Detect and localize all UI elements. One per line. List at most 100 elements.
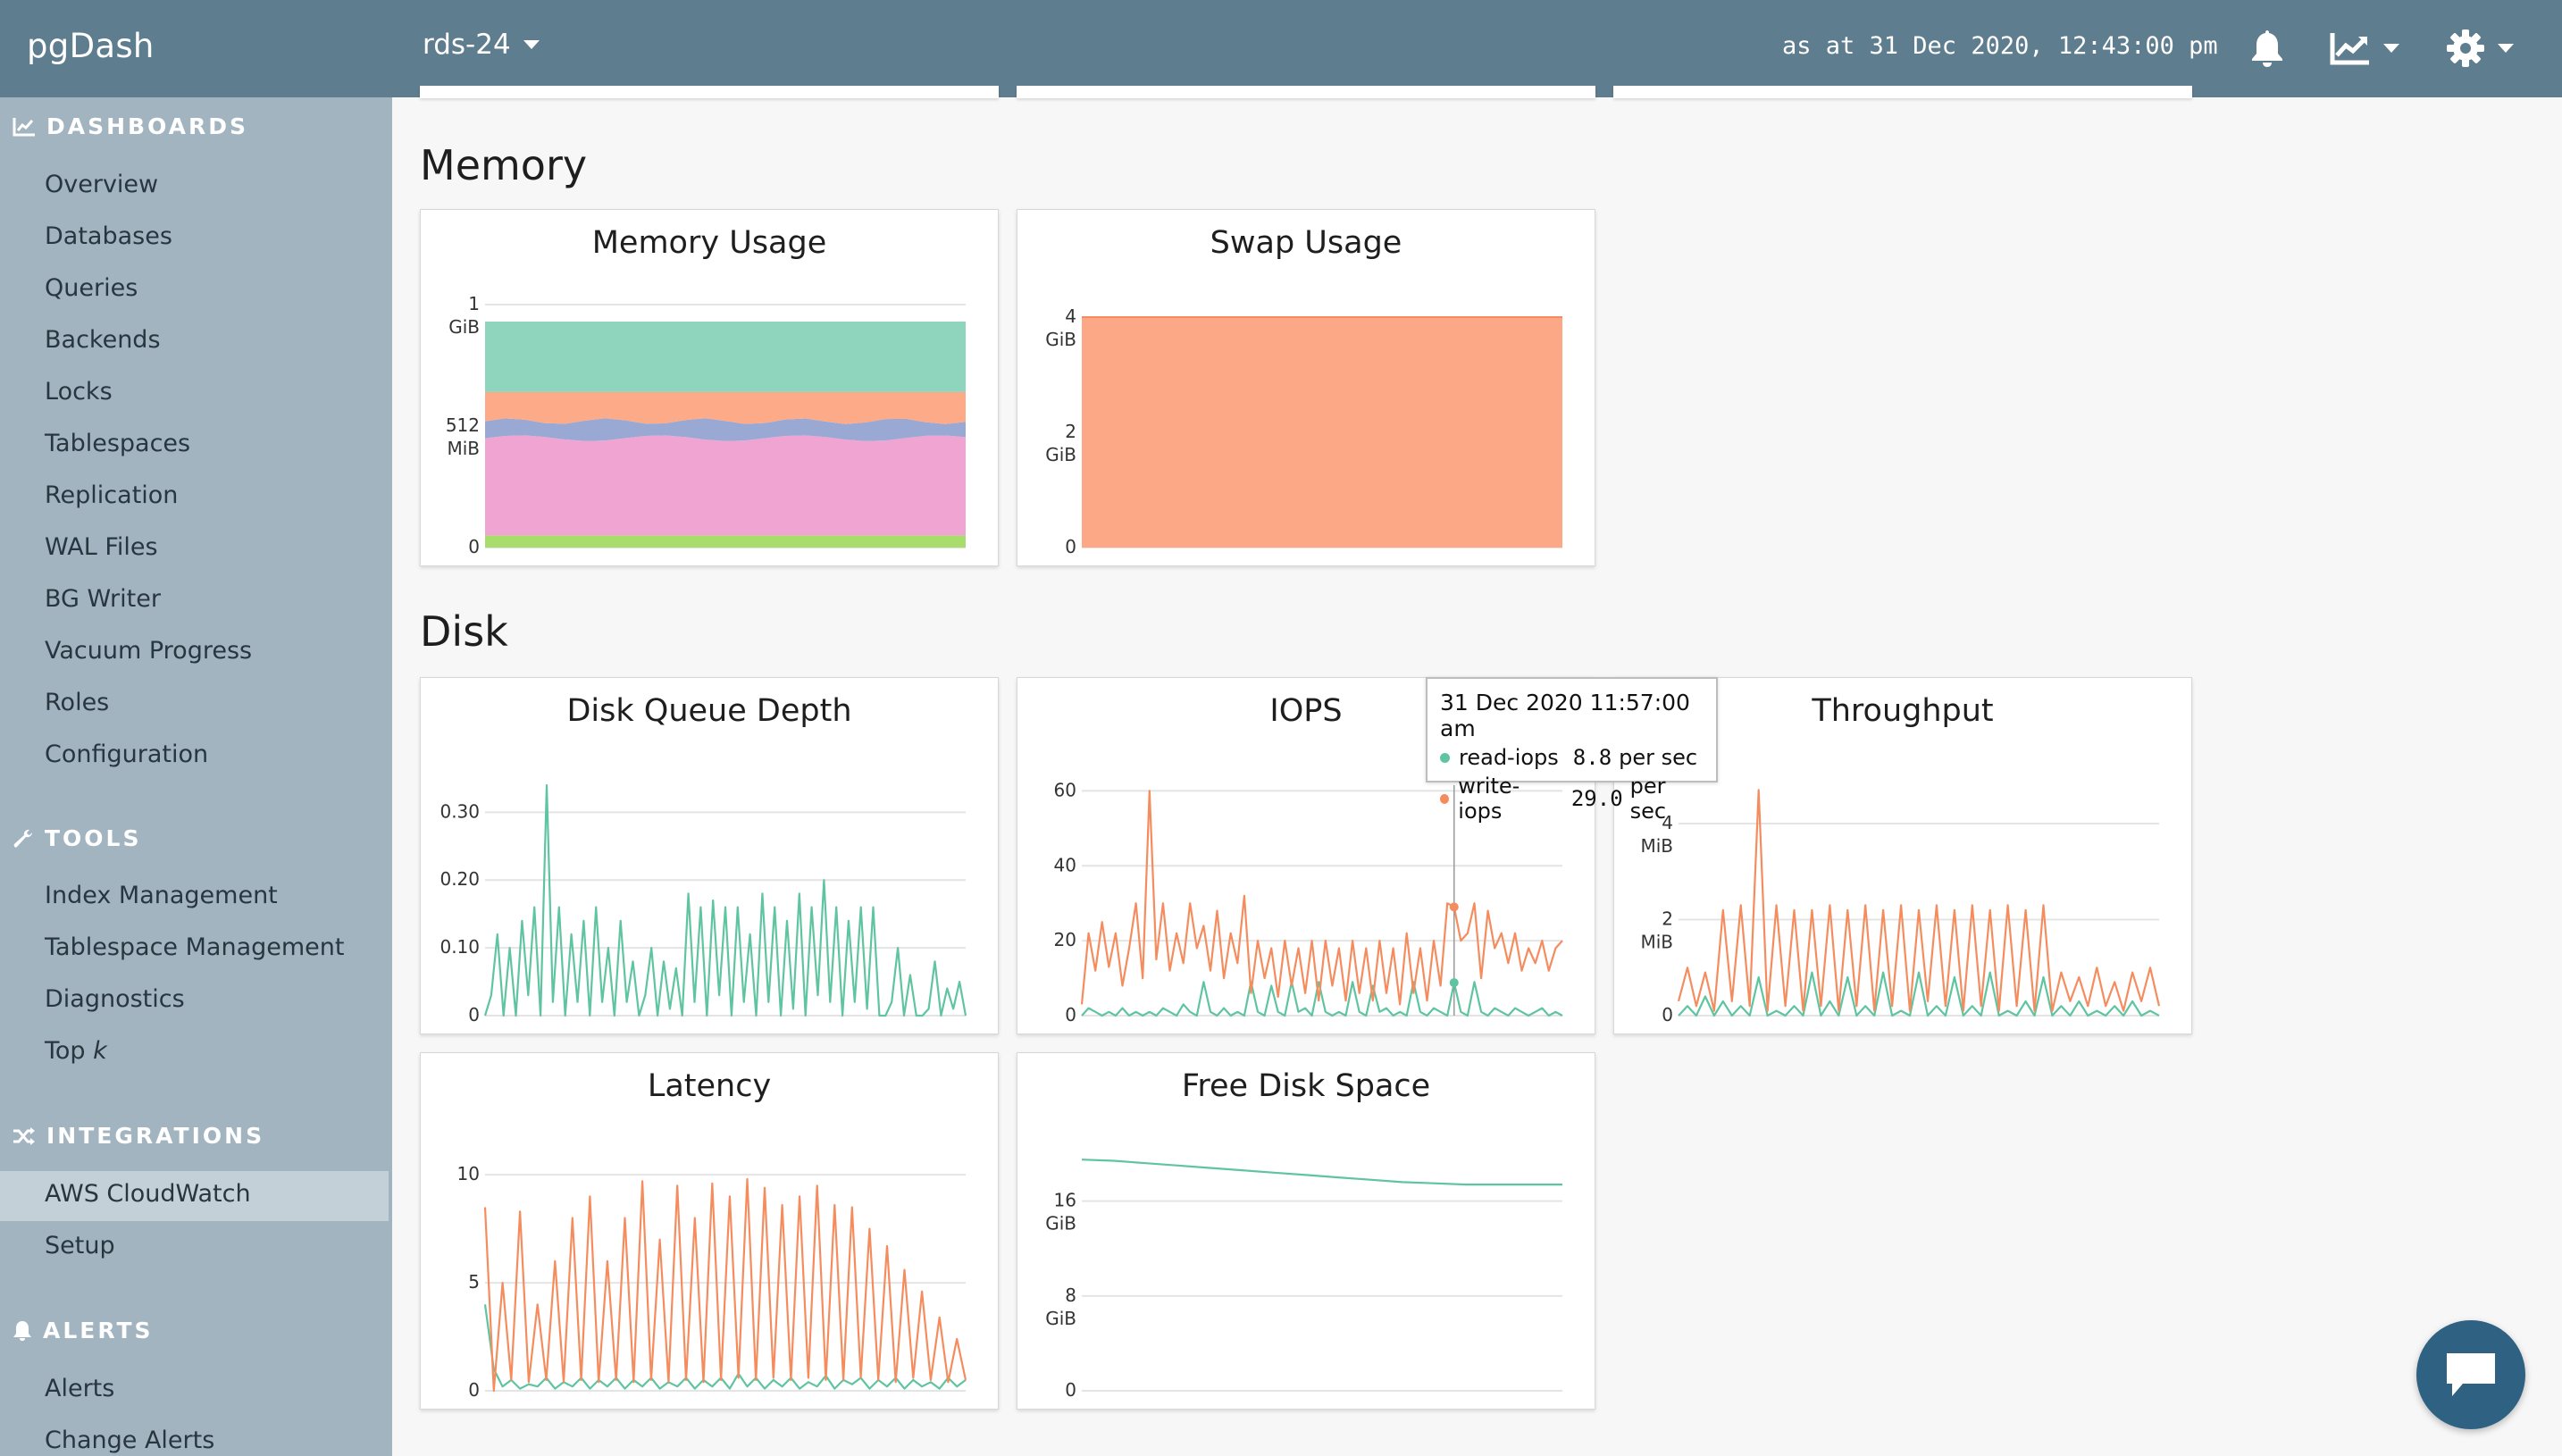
sidebar-heading-integrations: INTEGRATIONS bbox=[13, 1123, 264, 1149]
iops-chart[interactable]: 60 40 20 0 bbox=[1017, 678, 1596, 1035]
sidebar-item-roles[interactable]: Roles bbox=[45, 689, 110, 716]
series-line-write-iops bbox=[1080, 790, 1563, 1006]
iops-tooltip: 31 Dec 2020 11:57:00 am read-iops 8.8 pe… bbox=[1426, 677, 1718, 824]
area-mem-orange bbox=[485, 391, 966, 424]
tooltip-label: write-iops bbox=[1458, 774, 1520, 824]
chevron-down-icon bbox=[2383, 44, 2399, 53]
series-line-read bbox=[1678, 971, 2160, 1017]
sidebar-item-top-k[interactable]: Top k bbox=[45, 1037, 107, 1065]
sidebar-item-vacuum-progress[interactable]: Vacuum Progress bbox=[45, 637, 253, 665]
section-title-disk: Disk bbox=[420, 607, 508, 656]
y-tick-label: 4 bbox=[1065, 305, 1076, 327]
chart-card-latency: Latency 10 5 0 bbox=[420, 1052, 999, 1410]
card-partial bbox=[1613, 86, 2192, 98]
sidebar-item-tablespace-management[interactable]: Tablespace Management bbox=[45, 933, 345, 961]
series-line-write bbox=[483, 1177, 967, 1393]
tooltip-unit: per sec bbox=[1629, 774, 1667, 824]
sidebar-item-queries[interactable]: Queries bbox=[45, 274, 138, 302]
sidebar-item-backends[interactable]: Backends bbox=[45, 326, 161, 354]
tooltip-row-read: read-iops 8.8 per sec bbox=[1440, 745, 1704, 770]
y-tick-unit: GiB bbox=[448, 316, 480, 338]
series-line-write bbox=[1677, 789, 2161, 1012]
wrench-icon bbox=[13, 829, 32, 848]
sidebar-item-databases[interactable]: Databases bbox=[45, 222, 172, 250]
y-tick-label: 40 bbox=[1054, 854, 1076, 875]
chart-title: Latency bbox=[647, 1068, 772, 1104]
y-tick-label: 512 bbox=[446, 414, 480, 436]
as-at-timestamp: as at 31 Dec 2020, 12:43:00 pm bbox=[1782, 32, 2218, 60]
sidebar-item-aws-cloudwatch[interactable]: AWS CloudWatch bbox=[45, 1180, 251, 1208]
bell-icon bbox=[2252, 30, 2282, 67]
sidebar-item-alerts[interactable]: Alerts bbox=[45, 1375, 115, 1402]
y-tick-label: 2 bbox=[1065, 421, 1076, 442]
server-selector[interactable]: rds-24 bbox=[423, 29, 540, 61]
y-tick-label: 0 bbox=[1065, 536, 1076, 557]
sidebar-item-change-alerts[interactable]: Change Alerts bbox=[45, 1427, 215, 1454]
sidebar-item-bg-writer[interactable]: BG Writer bbox=[45, 585, 161, 613]
y-tick-label: 5 bbox=[468, 1271, 480, 1293]
chart-title: Throughput bbox=[1812, 693, 1994, 729]
y-tick-label: 20 bbox=[1054, 929, 1076, 950]
tooltip-value: 8.8 bbox=[1572, 745, 1612, 770]
y-tick-label: 0.30 bbox=[440, 800, 480, 822]
chart-title: Swap Usage bbox=[1210, 225, 1402, 261]
sidebar-item-locks[interactable]: Locks bbox=[45, 378, 113, 406]
y-tick-label: 0.10 bbox=[440, 936, 480, 958]
y-tick-unit: GiB bbox=[1045, 329, 1076, 350]
y-tick-label: 4 bbox=[1662, 812, 1673, 833]
chart-title: Disk Queue Depth bbox=[566, 693, 852, 729]
legend-dot bbox=[1440, 793, 1450, 804]
series-line-value bbox=[483, 783, 967, 1017]
y-tick-label: 1 bbox=[468, 293, 480, 314]
settings-menu-button[interactable] bbox=[2446, 23, 2514, 73]
brand-logo[interactable]: pgDash bbox=[27, 27, 155, 65]
chevron-down-icon bbox=[523, 40, 540, 49]
chart-title: Free Disk Space bbox=[1181, 1068, 1431, 1104]
sidebar-item-overview[interactable]: Overview bbox=[45, 171, 159, 198]
sidebar-item-diagnostics[interactable]: Diagnostics bbox=[45, 985, 185, 1013]
legend-dot bbox=[1440, 752, 1450, 763]
card-partial bbox=[1017, 86, 1595, 98]
y-tick-unit: MiB bbox=[1640, 932, 1673, 953]
hover-point-write bbox=[1449, 902, 1459, 912]
y-tick-label: 0 bbox=[468, 536, 480, 557]
chart-title: Memory Usage bbox=[591, 225, 827, 261]
bell-icon bbox=[13, 1320, 31, 1341]
sidebar: DASHBOARDS TOOLS Top k INTEGRATIONS ALER… bbox=[0, 97, 392, 1456]
area-mem-blue bbox=[485, 418, 966, 441]
chart-menu-button[interactable] bbox=[2330, 23, 2399, 73]
area-mem-pink bbox=[485, 435, 966, 536]
sidebar-item-setup[interactable]: Setup bbox=[45, 1232, 115, 1259]
sidebar-item-tablespaces[interactable]: Tablespaces bbox=[45, 430, 191, 457]
section-title-memory: Memory bbox=[420, 141, 588, 189]
chat-widget-button[interactable] bbox=[2416, 1320, 2525, 1429]
sidebar-item-index-management[interactable]: Index Management bbox=[45, 882, 278, 909]
sidebar-active-highlight bbox=[0, 1171, 389, 1221]
tooltip-value: 29.0 bbox=[1570, 786, 1623, 811]
notifications-button[interactable] bbox=[2249, 23, 2285, 73]
y-tick-label: 8 bbox=[1065, 1284, 1076, 1306]
chart-card-disk-queue-depth: Disk Queue Depth 0.30 0.20 0.10 0 bbox=[420, 677, 999, 1034]
latency-chart[interactable]: 10 5 0 bbox=[421, 1053, 1000, 1410]
server-name: rds-24 bbox=[423, 29, 511, 61]
y-tick-label: 0 bbox=[1662, 1004, 1673, 1025]
chart-title: IOPS bbox=[1269, 693, 1343, 729]
sidebar-heading-alerts: ALERTS bbox=[13, 1318, 154, 1343]
tooltip-row-write: write-iops 29.0 per sec bbox=[1440, 774, 1704, 824]
area-swap bbox=[1082, 317, 1562, 548]
sidebar-heading-dashboards: DASHBOARDS bbox=[13, 113, 248, 139]
sidebar-item-wal-files[interactable]: WAL Files bbox=[45, 533, 158, 561]
chart-line-icon bbox=[13, 117, 35, 136]
hover-point-read bbox=[1449, 978, 1459, 988]
sidebar-item-configuration[interactable]: Configuration bbox=[45, 741, 209, 768]
y-tick-label: 0 bbox=[468, 1379, 480, 1401]
chat-bubble-icon bbox=[2447, 1353, 2495, 1396]
y-tick-unit: GiB bbox=[1045, 444, 1076, 465]
disk-queue-depth-chart[interactable]: 0.30 0.20 0.10 0 bbox=[421, 678, 1000, 1035]
sidebar-item-replication[interactable]: Replication bbox=[45, 481, 179, 509]
chart-card-free-disk-space: Free Disk Space 16 GiB 8 GiB 0 bbox=[1017, 1052, 1595, 1410]
